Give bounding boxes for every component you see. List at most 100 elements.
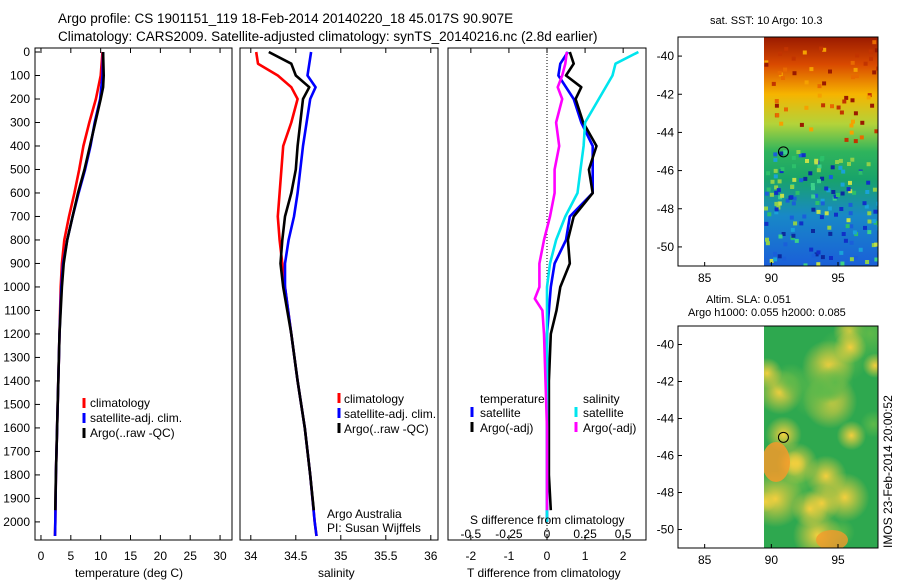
sla-map-title-line1: Altim. SLA: 0.051: [706, 294, 791, 306]
map-x-tick-label: 90: [765, 553, 779, 567]
sst-pixel: [819, 157, 824, 162]
sst-pixel: [876, 223, 878, 228]
sst-pixel: [820, 198, 825, 203]
temperature-axes-frame: [34, 47, 233, 541]
sst-pixel: [814, 158, 819, 163]
sst-pixel: [874, 242, 878, 247]
sst-pixel: [840, 261, 845, 266]
map-y-tick-label: -48: [657, 202, 675, 216]
map-y-tick-label: -50: [657, 523, 675, 537]
sst-pixel: [862, 201, 867, 206]
sst-pixel: [874, 48, 878, 53]
sst-pixel: [773, 168, 778, 173]
sst-pixel: [811, 253, 816, 258]
s-tick-label: -0.25: [495, 527, 523, 541]
sst-pixel: [790, 227, 795, 232]
difference-panel: -2 -1 0 1 2 T difference from climatology S …: [447, 47, 647, 580]
sst-pixel: [803, 263, 808, 266]
sst-pixel: [789, 215, 794, 220]
y-tick-label: 400: [10, 139, 30, 153]
sst-pixel: [791, 56, 796, 61]
sst-pixel: [765, 241, 770, 246]
sst-pixel: [852, 230, 857, 235]
x-tick-label: -1: [504, 549, 515, 563]
y-tick-label: 500: [10, 162, 30, 176]
x-tick-label: 25: [184, 549, 198, 563]
y-tick-label: 1500: [3, 397, 30, 411]
sst-pixel: [816, 209, 821, 214]
sst-pixel: [863, 225, 867, 230]
sst-pixel: [777, 201, 782, 206]
sla-blob: [816, 530, 848, 548]
sst-pixel: [853, 256, 858, 261]
argo-location-marker: [777, 431, 789, 443]
y-tick-label: 1700: [3, 444, 30, 458]
sst-pixel: [774, 99, 779, 103]
sst-pixel: [799, 122, 804, 127]
sst-pixel: [809, 127, 814, 132]
sst-pixel: [780, 167, 785, 172]
series-s-argo-adj-: [533, 51, 569, 511]
sst-pixel: [764, 191, 769, 196]
salinity-panel: 34 34.5 35 35.5 36 salinity climatology sate…: [239, 47, 439, 580]
s-difference-tick-labels: -0.5 -0.25 0 0.25 0.5: [461, 527, 632, 541]
sst-pixel: [781, 76, 785, 80]
depth-axis: 0 100 200 300 400 500 600 700 800 900 1000 1100 1200…: [3, 45, 40, 529]
sst-pixel: [817, 179, 821, 184]
s-difference-label: S difference from climatology: [470, 513, 625, 527]
x-tick-label: 1: [582, 549, 589, 563]
sst-pixel: [773, 157, 778, 162]
map-y-tick-label: -40: [657, 338, 675, 352]
sla-map-title-line2: Argo h1000: 0.055 h2000: 0.085: [688, 307, 846, 319]
sst-map-axes: 85 90 95 -40 -42 -44 -46 -48 -50: [657, 49, 845, 285]
map-y-tick-label: -46: [657, 449, 675, 463]
sst-pixel: [784, 107, 788, 112]
sst-pixel: [867, 219, 872, 224]
map-y-tick-label: -44: [657, 125, 675, 139]
sst-map-frame: [677, 36, 879, 267]
sst-pixel: [830, 104, 834, 109]
sst-pixel: [853, 139, 858, 144]
sst-pixel: [811, 229, 815, 233]
sst-pixel: [847, 162, 851, 166]
sst-pixel: [851, 75, 855, 80]
sst-pixel: [850, 98, 855, 103]
sst-pixel: [867, 230, 872, 235]
sst-pixel: [828, 69, 832, 74]
sst-pixel: [809, 247, 814, 252]
sst-pixel: [820, 176, 825, 181]
sla-blob: [836, 420, 867, 451]
sst-pixel: [853, 111, 858, 116]
map-x-tick-label: 95: [831, 271, 845, 285]
map-x-tick-label: 85: [698, 553, 712, 567]
sst-pixel: [844, 95, 849, 100]
sst-pixel: [865, 190, 870, 194]
legend-label-satellite-adj: satellite-adj. clim.: [344, 407, 436, 421]
sst-pixel: [777, 71, 782, 76]
x-tick-label: 30: [213, 549, 227, 563]
sst-pixel: [764, 221, 769, 226]
sst-pixel: [855, 53, 860, 58]
sst-pixel: [849, 257, 854, 262]
legend-title-salinity: salinity: [583, 392, 620, 406]
sst-pixel: [876, 66, 878, 71]
sst-pixel: [838, 165, 843, 170]
sst-pixel: [809, 67, 814, 72]
sst-pixel: [796, 150, 801, 154]
sst-pixel: [799, 221, 804, 226]
y-tick-label: 100: [10, 68, 30, 82]
y-tick-label: 1200: [3, 327, 30, 341]
sst-pixel: [876, 201, 878, 206]
sla-blobs: [764, 326, 878, 548]
sst-pixel: [791, 201, 796, 206]
sst-pixel: [868, 49, 873, 54]
x-tick-label: 34: [244, 549, 258, 563]
y-tick-label: 800: [10, 233, 30, 247]
sla-blob: [833, 330, 867, 364]
x-tick-label: 5: [67, 549, 74, 563]
sst-pixel: [801, 153, 806, 158]
sst-pixel: [872, 40, 877, 45]
y-tick-label: 1300: [3, 350, 30, 364]
sst-field: [764, 37, 878, 266]
